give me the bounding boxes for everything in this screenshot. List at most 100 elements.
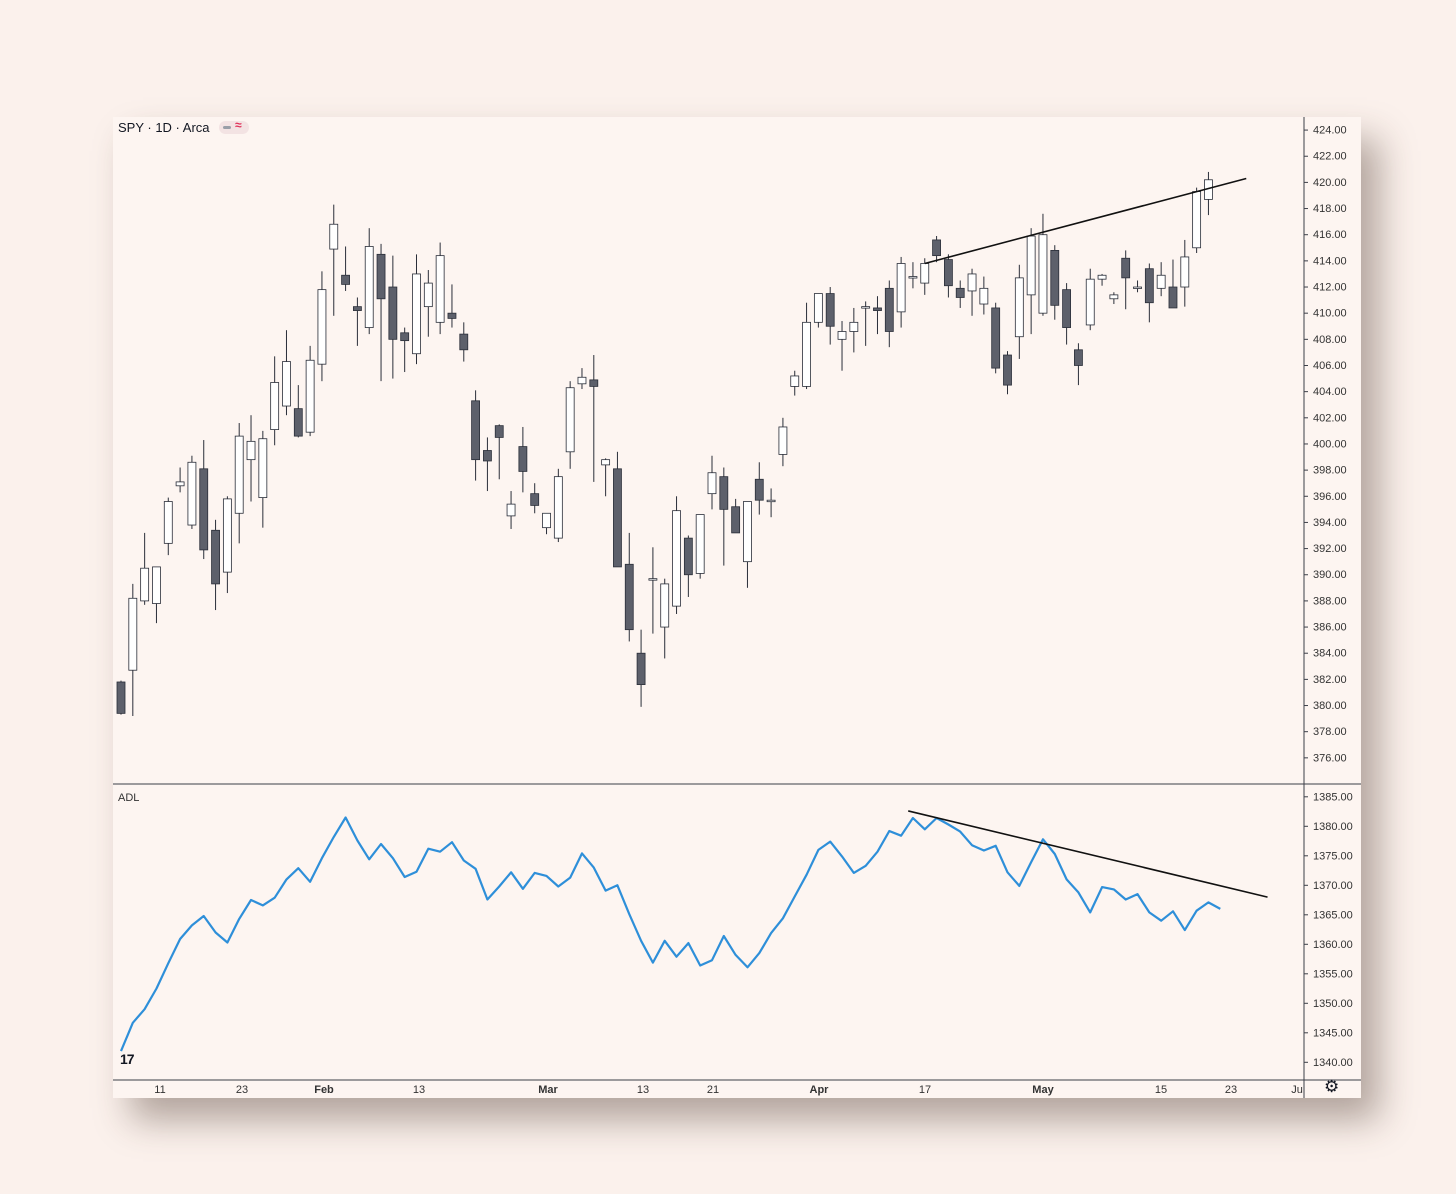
indicator-legend[interactable]: ADL xyxy=(118,792,140,804)
y-tick-label: 412.00 xyxy=(1313,282,1347,294)
candle xyxy=(364,228,374,335)
candle xyxy=(483,437,492,492)
candle xyxy=(636,629,646,707)
y-tick-label: 392.00 xyxy=(1313,543,1347,555)
y-tick-label: 416.00 xyxy=(1313,229,1347,241)
candle-body xyxy=(222,498,232,573)
candle-body xyxy=(1050,249,1060,306)
y-tick-label: 406.00 xyxy=(1313,360,1347,372)
candle-body xyxy=(920,263,930,284)
candle-body xyxy=(471,400,481,461)
candle-body xyxy=(624,563,634,631)
candle-body xyxy=(743,501,752,563)
candle-body xyxy=(601,459,611,466)
y-tick-label: 422.00 xyxy=(1313,151,1347,163)
candle-body xyxy=(246,440,256,461)
candle-body xyxy=(506,503,516,517)
candle-body xyxy=(530,493,540,506)
candle xyxy=(388,255,398,379)
candle xyxy=(837,321,847,371)
y-tick-label: 1360.00 xyxy=(1313,939,1353,951)
candle xyxy=(1097,273,1107,286)
candle-body xyxy=(908,276,918,279)
candle xyxy=(270,356,280,446)
candle xyxy=(979,276,989,315)
candle-body xyxy=(979,287,989,305)
chart-svg: 376.00 378.00 380.00 382.00 384.00 386.00 388.… xyxy=(113,117,1361,1098)
candle xyxy=(648,547,658,634)
candle xyxy=(707,455,717,510)
candle-body xyxy=(766,499,776,503)
candle-body xyxy=(719,476,729,510)
eye-toggle-icon[interactable]: ≈ xyxy=(219,118,249,134)
candle xyxy=(766,488,776,518)
candle-body xyxy=(305,359,315,433)
y-tick-label: 402.00 xyxy=(1313,412,1347,424)
candle xyxy=(553,468,563,543)
y-tick-label: 408.00 xyxy=(1313,334,1347,346)
candle xyxy=(884,280,894,348)
candle xyxy=(163,497,173,556)
candle xyxy=(991,302,1001,374)
candle xyxy=(518,426,528,493)
symbol-legend[interactable]: SPY · 1D · Arca xyxy=(118,120,210,135)
candle xyxy=(293,385,303,438)
candle-body xyxy=(695,514,705,574)
y-tick-label: 1355.00 xyxy=(1313,968,1353,980)
candle-body xyxy=(494,425,504,438)
candle xyxy=(802,302,811,390)
candle-body xyxy=(825,293,835,327)
y-tick-label: 414.00 xyxy=(1313,255,1347,267)
candle-body xyxy=(1168,286,1178,309)
candle xyxy=(754,462,764,515)
trendlines xyxy=(908,177,1268,898)
y-tick-label: 1380.00 xyxy=(1313,821,1353,833)
candle-body xyxy=(175,481,185,487)
candle-body xyxy=(293,408,303,437)
x-tick-label: 23 xyxy=(1225,1084,1237,1096)
candle-body xyxy=(802,321,811,387)
y-tick-label: 1365.00 xyxy=(1313,909,1353,921)
x-tick-label: Apr xyxy=(810,1084,830,1096)
y-tick-label: 384.00 xyxy=(1313,648,1347,660)
candle xyxy=(1003,351,1012,395)
candle xyxy=(660,578,670,659)
candle-body xyxy=(1144,268,1154,304)
candle-body xyxy=(873,307,882,311)
candle xyxy=(116,680,126,715)
adl-line xyxy=(119,816,1221,1052)
candle xyxy=(329,204,339,316)
adl-trendline xyxy=(908,810,1268,898)
candle-body xyxy=(707,472,717,495)
candle xyxy=(341,246,350,291)
tradingview-logo-icon[interactable]: 17 xyxy=(120,1051,135,1067)
candle-body xyxy=(412,273,421,355)
candle-body xyxy=(790,375,800,387)
candle-body xyxy=(116,681,126,714)
price-trendline xyxy=(924,177,1247,265)
candle-body xyxy=(1180,256,1190,288)
y-tick-label: 420.00 xyxy=(1313,177,1347,189)
candle-body xyxy=(565,387,575,453)
candle xyxy=(589,355,599,482)
x-tick-label: Mar xyxy=(538,1084,558,1096)
candle xyxy=(222,496,232,594)
adl-series xyxy=(119,816,1221,1052)
candle xyxy=(376,243,386,382)
candle-body xyxy=(199,468,209,551)
y-tick-label: 398.00 xyxy=(1313,465,1347,477)
candle xyxy=(1109,292,1119,305)
x-tick-label: May xyxy=(1032,1084,1054,1096)
y-tick-label: 382.00 xyxy=(1313,674,1347,686)
candle xyxy=(601,458,611,497)
adl-axis: 1340.00 1345.00 1350.00 1355.00 1360.00 1365.… xyxy=(1304,791,1353,1069)
x-tick-label: 15 xyxy=(1155,1084,1167,1096)
candle xyxy=(849,307,859,353)
y-tick-label: 1340.00 xyxy=(1313,1057,1353,1069)
y-tick-label: 394.00 xyxy=(1313,517,1347,529)
candle xyxy=(743,501,752,588)
gear-icon[interactable]: ⚙ xyxy=(1324,1077,1340,1096)
candle-body xyxy=(1026,235,1036,296)
candle-body xyxy=(447,312,457,319)
candle xyxy=(825,287,835,345)
